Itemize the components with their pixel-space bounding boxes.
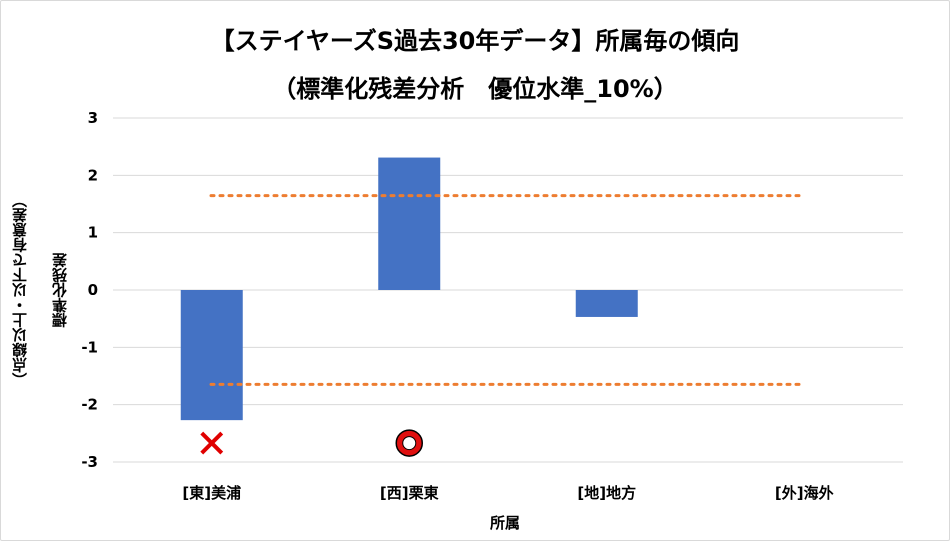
y-tick-label: -3: [81, 453, 98, 471]
y-tick-labels: 3 2 1 0 -1 -2 -3: [81, 109, 98, 471]
y-tick-label: 1: [88, 224, 98, 242]
markers: [200, 429, 423, 457]
x-category-label: [西]栗東: [380, 484, 439, 502]
y-tick-label: 3: [88, 109, 98, 127]
x-category-label: [地]地方: [577, 484, 636, 502]
x-category-label: [東]美浦: [182, 484, 241, 502]
bar: [575, 290, 638, 317]
x-category-label: [外]海外: [775, 484, 834, 502]
circle-marker: [395, 429, 423, 457]
y-tick-label: 2: [88, 166, 98, 184]
chart-title: 【ステイヤーズS過去30年データ】所属毎の傾向: [211, 27, 740, 55]
bars: [180, 157, 638, 421]
x-category-labels: [東]美浦 [西]栗東 [地]地方 [外]海外: [182, 484, 833, 502]
chart-subtitle: （標準化残差分析 優位水準_10%）: [272, 75, 677, 103]
significance-lines: [209, 194, 801, 386]
y-tick-label: -1: [81, 338, 98, 356]
cross-marker: [200, 431, 224, 455]
y-tick-label: -2: [81, 396, 98, 414]
bar: [378, 157, 441, 290]
bar: [180, 290, 243, 421]
y-axis-note: （点線以上・以下で有意差）: [11, 193, 29, 388]
y-tick-label: 0: [88, 281, 98, 299]
x-axis-title: 所属: [490, 514, 520, 532]
grid-lines: [113, 117, 903, 463]
y-axis-title: 標準化残差: [51, 252, 69, 328]
